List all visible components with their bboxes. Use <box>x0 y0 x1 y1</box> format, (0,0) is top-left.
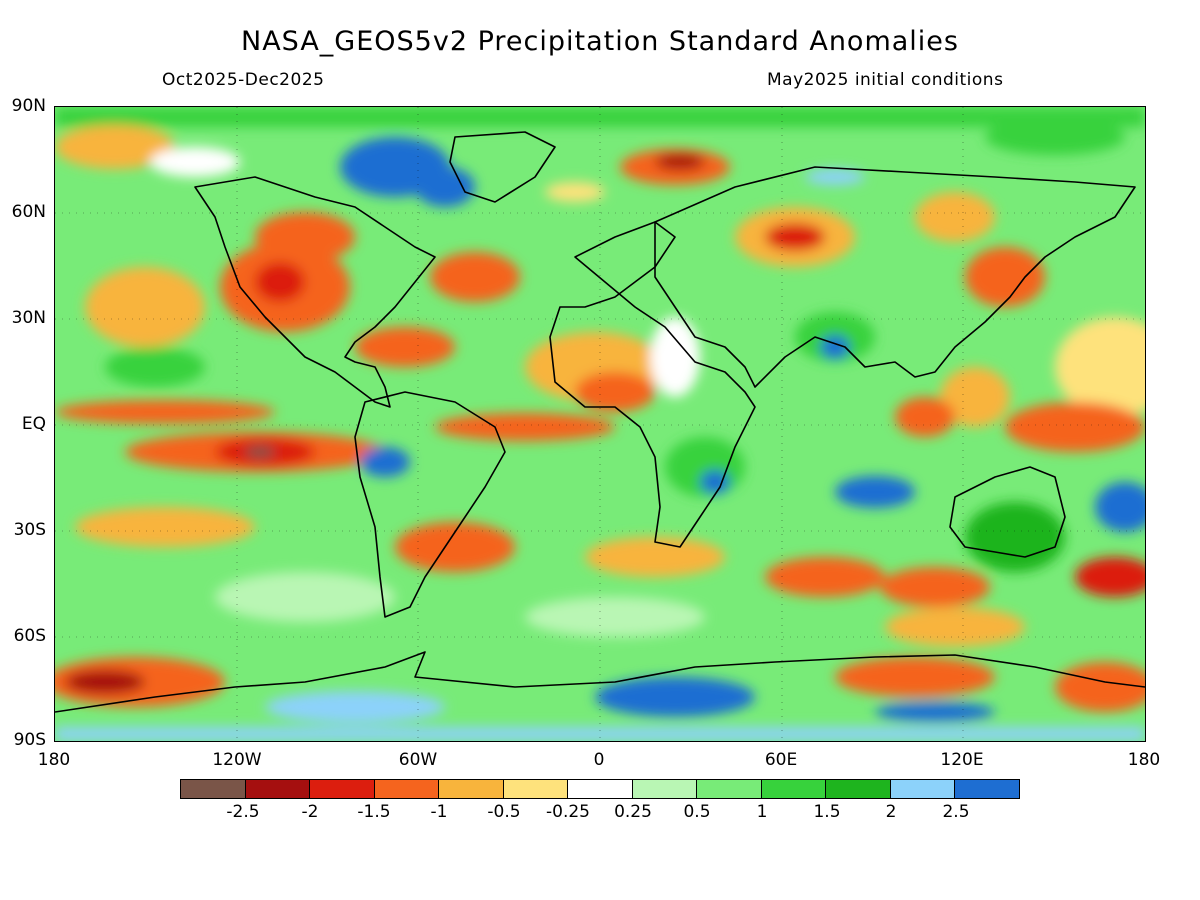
colorbar-swatch <box>439 780 504 798</box>
colorbar-label: 0.25 <box>614 802 652 822</box>
colorbar-swatch <box>374 780 440 798</box>
colorbar-swatch <box>568 780 633 798</box>
colorbar-label: -1.5 <box>357 802 391 822</box>
colorbar-swatch <box>826 780 891 798</box>
colorbar-label: 1.5 <box>813 802 841 822</box>
colorbar-label: 0.5 <box>683 802 711 822</box>
lat-label-30s: 30S <box>13 520 46 540</box>
colorbar-label: 2.5 <box>942 802 970 822</box>
lon-label-0: 0 <box>593 750 605 770</box>
colorbar-swatch <box>503 780 569 798</box>
colorbar-swatch <box>761 780 827 798</box>
colorbar-label: 1 <box>756 802 768 822</box>
anomaly-map <box>54 106 1146 742</box>
colorbar-label: -0.25 <box>546 802 590 822</box>
anomaly-map-canvas <box>55 107 1145 741</box>
colorbar <box>180 779 1020 799</box>
colorbar-swatch <box>181 780 246 798</box>
lon-label-120w: 120W <box>212 750 262 770</box>
colorbar-label: -2 <box>301 802 319 822</box>
initial-conditions-label: May2025 initial conditions <box>767 70 1004 90</box>
colorbar-label: 2 <box>885 802 897 822</box>
lat-label-eq: EQ <box>21 414 46 434</box>
colorbar-swatch <box>955 780 1019 798</box>
colorbar-swatch <box>890 780 956 798</box>
lon-label-180w: 180 <box>37 750 71 770</box>
colorbar-label: -0.5 <box>487 802 521 822</box>
lat-label-90n: 90N <box>11 96 46 116</box>
lat-label-30n: 30N <box>11 308 46 328</box>
lat-label-60s: 60S <box>13 626 46 646</box>
lat-label-60n: 60N <box>11 202 46 222</box>
colorbar-swatch <box>697 780 762 798</box>
map-title: NASA_GEOS5v2 Precipitation Standard Anom… <box>241 26 959 57</box>
colorbar-swatch <box>245 780 311 798</box>
colorbar-label: -2.5 <box>226 802 260 822</box>
colorbar-swatch <box>632 780 698 798</box>
lat-label-90s: 90S <box>13 730 46 750</box>
lon-label-60w: 60W <box>398 750 438 770</box>
lon-label-120e: 120E <box>940 750 984 770</box>
lon-label-60e: 60E <box>764 750 798 770</box>
forecast-period: Oct2025-Dec2025 <box>162 70 325 90</box>
colorbar-label: -1 <box>430 802 448 822</box>
colorbar-swatch <box>310 780 375 798</box>
lon-label-180e: 180 <box>1127 750 1161 770</box>
